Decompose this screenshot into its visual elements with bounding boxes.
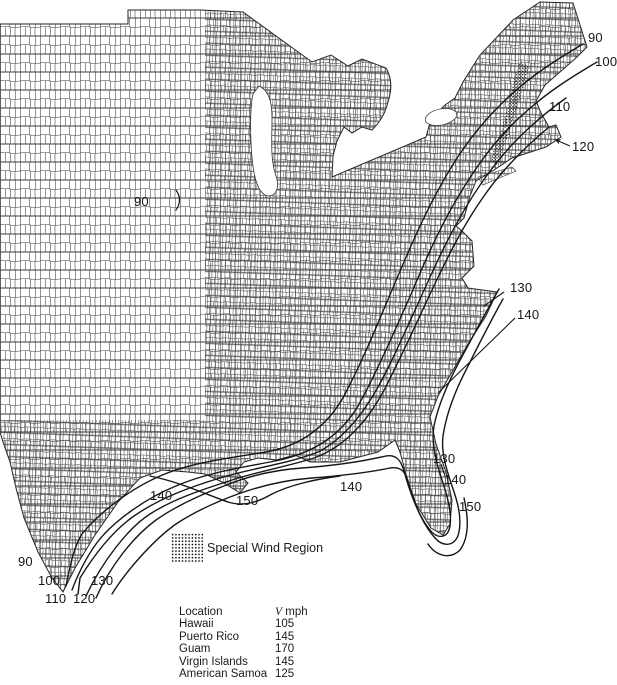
v-symbol: V [275,606,283,618]
isotach-label: 130 [510,280,533,295]
header-location: Location [179,606,223,618]
mph-cell: 145 [275,655,295,668]
isotach-label: 120 [572,139,595,154]
isotach-label: 100 [38,573,61,588]
label-leaders [437,139,571,477]
isotach-label: 130 [91,573,114,588]
isotach-label: 90 [588,30,603,45]
isotach-label: 90 [18,554,33,569]
isotach-90 [65,43,584,587]
isotach-label: 120 [73,591,96,606]
v-unit: mph [285,606,308,618]
table-row: Hawaii 105 [179,618,315,630]
territory-table-body: Hawaii 105 Puerto Rico 145 Guam 170 Virgin Isl… [179,618,315,680]
location-cell: Hawaii [179,618,214,631]
mph-cell: 105 [275,618,295,631]
isotach-140 [111,298,504,595]
isotach-120 [85,126,550,597]
isotach-contours [65,43,598,599]
isotach-110 [77,97,567,595]
special-wind-region-legend: Special Wind Region [171,533,323,562]
isotach-150-gulf [149,475,341,505]
isotach-label: 150 [236,493,259,508]
isotach-label: 100 [595,54,617,69]
table-header: Location V mph [179,606,315,618]
mph-cell: 170 [275,643,295,656]
table-row: Virgin Islands 145 [179,656,315,668]
table-row: Guam 170 [179,643,315,655]
isotach-label: 110 [549,99,571,114]
mph-cell: 125 [275,667,295,680]
location-cell: Virgin Islands [179,655,248,668]
legend-label: Special Wind Region [207,540,324,555]
isotach-label: 140 [517,307,540,322]
table-row: Puerto Rico 145 [179,631,315,643]
lake-michigan [250,85,278,197]
location-cell: Puerto Rico [179,630,240,643]
isotach-label: 110 [45,591,67,606]
lake-ontario [424,108,458,126]
isotach-label: 140 [150,488,173,503]
location-cell: Guam [179,643,211,656]
isotach-label: 90 [134,194,149,209]
isotach-label: 140 [444,472,467,487]
isotach-label: 140 [340,479,363,494]
location-cell: American Samoa [179,667,268,680]
great-lakes [250,85,517,197]
isotach-label: 130 [433,451,456,466]
territory-wind-table: Location V mph Hawaii 105 Puerto Rico 145 Gu… [179,606,315,680]
header-vmph: V mph [275,606,315,618]
isotach-label: 150 [459,499,482,514]
isotach-90-interior [175,189,181,211]
isotach-100 [71,61,598,591]
isotach-150-florida [427,497,468,557]
dotted-swatch [171,533,203,562]
mph-cell: 145 [275,630,295,643]
table-row: American Samoa 125 [179,668,315,680]
special-wind-region-strips [490,63,530,165]
